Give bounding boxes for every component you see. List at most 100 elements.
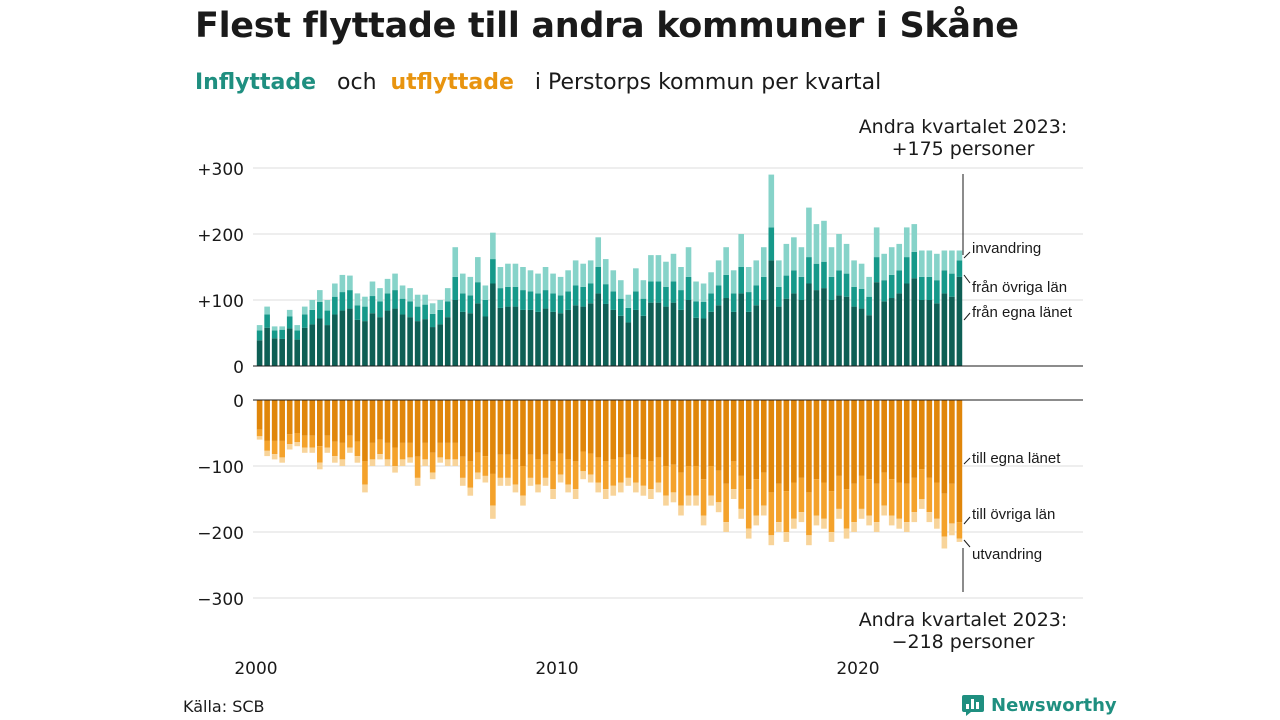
inflow-other-bar	[730, 293, 737, 312]
inflow-other-bar	[347, 290, 353, 309]
inflow-own-bar	[745, 311, 752, 366]
inflow-own-bar	[520, 309, 526, 366]
outflow-other-bar	[693, 466, 699, 496]
inflow-other-bar	[332, 296, 338, 315]
outflow-own-bar	[414, 400, 421, 457]
inflow-other-bar	[377, 301, 383, 318]
outflow-own-bar	[919, 400, 925, 470]
inflow-other-bar	[678, 290, 684, 310]
inflow-inter-bar	[828, 247, 835, 277]
inflow-inter-bar	[896, 243, 903, 271]
inflow-inter-bar	[422, 294, 428, 305]
inflow-inter-bar	[738, 234, 744, 267]
outflow-other-bar	[881, 472, 887, 506]
outflow-other-bar	[670, 464, 677, 493]
inflow-own-bar	[339, 310, 346, 366]
inflow-own-bar	[836, 295, 842, 366]
inflow-own-bar	[497, 307, 504, 366]
outflow-emig-bar	[956, 538, 963, 542]
outflow-emig-bar	[377, 454, 383, 460]
inflow-own-bar	[821, 288, 827, 366]
inflow-inter-bar	[919, 250, 925, 277]
outflow-own-bar	[941, 400, 948, 494]
outflow-other-bar	[587, 453, 594, 475]
inflow-own-bar	[422, 319, 428, 366]
y-tick-bottom-100: −100	[197, 458, 244, 478]
annotation-bottom-line1: Andra kvartalet 2023:	[859, 609, 1068, 631]
y-tick-top-200: +200	[197, 226, 244, 246]
outflow-other-bar	[941, 493, 948, 537]
chart-title: Flest flyttade till andra kommuner i Skå…	[195, 6, 1019, 46]
inflow-inter-bar	[595, 237, 602, 267]
outflow-other-bar	[776, 483, 782, 523]
inflow-inter-bar	[941, 250, 948, 271]
inflow-inter-bar	[572, 260, 579, 286]
outflow-emig-bar	[286, 444, 293, 450]
inflow-other-bar	[896, 270, 903, 294]
outflow-emig-bar	[866, 515, 872, 526]
outflow-own-bar	[798, 400, 805, 478]
outflow-emig-bar	[730, 489, 737, 499]
inflow-own-bar	[941, 293, 948, 366]
outflow-other-bar	[475, 452, 481, 473]
outflow-own-bar	[791, 400, 797, 483]
inflow-inter-bar	[294, 325, 301, 331]
inflow-inter-bar	[535, 273, 541, 294]
inflow-own-bar	[949, 296, 955, 366]
outflow-emig-bar	[670, 492, 677, 503]
outflow-emig-bar	[587, 474, 594, 483]
outflow-own-bar	[264, 400, 270, 441]
inflow-own-bar	[324, 325, 331, 366]
outflow-own-bar	[512, 400, 519, 460]
inflow-other-bar	[745, 292, 752, 312]
inflow-own-bar	[610, 309, 617, 366]
inflow-own-bar	[881, 301, 887, 366]
inflow-inter-bar	[633, 268, 639, 292]
outflow-emig-bar	[640, 485, 647, 496]
outflow-emig-bar	[369, 459, 376, 466]
outflow-other-bar	[873, 483, 880, 523]
outflow-own-bar	[339, 400, 346, 443]
inflow-inter-bar	[678, 267, 684, 291]
inflow-inter-bar	[429, 303, 436, 314]
outflow-own-bar	[482, 400, 489, 457]
outflow-own-bar	[911, 400, 918, 478]
inflow-inter-bar	[317, 290, 323, 302]
inflow-own-bar	[633, 309, 639, 366]
inflow-inter-bar	[301, 306, 308, 315]
inflow-other-bar	[776, 286, 782, 307]
inflow-inter-bar	[580, 263, 586, 287]
outflow-emig-bar	[482, 475, 489, 483]
inflow-inter-bar	[490, 232, 496, 260]
outflow-own-bar	[565, 400, 571, 460]
outflow-emig-bar	[625, 477, 632, 486]
outflow-emig-bar	[776, 522, 782, 532]
outflow-emig-bar	[422, 459, 428, 466]
outflow-emig-bar	[444, 459, 451, 466]
outflow-other-bar	[354, 441, 361, 457]
outflow-own-bar	[459, 400, 466, 457]
inflow-other-bar	[655, 281, 662, 303]
inflow-inter-bar	[926, 250, 933, 277]
outflow-other-bar	[369, 442, 376, 460]
outflow-own-bar	[572, 400, 579, 462]
outflow-other-bar	[806, 492, 812, 536]
outflow-emig-bar	[384, 459, 391, 466]
outflow-emig-bar	[490, 505, 496, 519]
outflow-other-bar	[618, 457, 624, 483]
outflow-own-bar	[896, 400, 903, 483]
inflow-other-bar	[572, 285, 579, 306]
inflow-inter-bar	[911, 224, 918, 252]
inflow-inter-bar	[663, 261, 669, 287]
newsworthy-logo[interactable]: Newsworthy	[961, 693, 1117, 717]
inflow-own-bar	[813, 290, 820, 366]
outflow-emig-bar	[429, 472, 436, 480]
inflow-own-bar	[911, 278, 918, 366]
outflow-other-bar	[655, 457, 662, 483]
inflow-own-bar	[663, 306, 669, 366]
outflow-emig-bar	[610, 485, 617, 496]
y-tick-bottom-300: −300	[197, 590, 244, 610]
inflow-inter-bar	[791, 237, 797, 271]
outflow-emig-bar	[595, 482, 602, 493]
